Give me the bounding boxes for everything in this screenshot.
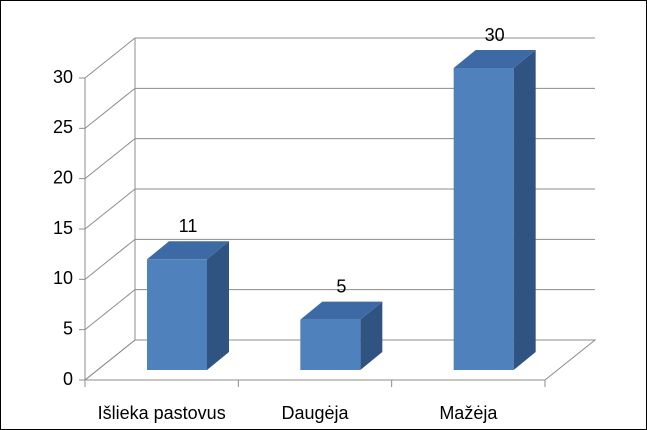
y-tick-label: 15 [53,218,73,238]
grid-line [84,138,136,180]
bar-top [453,50,536,68]
bar-top [300,301,383,320]
bar-side [513,50,536,370]
y-tick-label: 0 [63,369,73,389]
y-tick-label: 25 [53,117,73,137]
grid-line [84,188,136,230]
bar-front [147,259,207,370]
bar [300,301,383,370]
bar-front [453,68,514,370]
value-label: 11 [179,216,198,236]
grid-line [84,238,136,280]
bar-side [207,241,229,370]
bar [453,50,536,370]
bar-side [360,301,383,370]
y-tick-label: 30 [53,67,73,87]
y-tick-label: 10 [53,268,73,288]
bar-top [147,241,229,260]
x-tick-label: Mažėja [439,403,498,423]
x-tick-label: Išlieka pastovus [98,403,226,423]
bar-front [300,319,361,370]
x-tick-label: Daugėja [281,403,349,423]
value-label: 30 [485,25,505,45]
y-tick-label: 5 [63,318,73,338]
bar [147,241,229,370]
grid-line [84,37,136,79]
value-label: 5 [336,276,346,296]
grid-line [84,289,136,331]
grid-line [84,87,136,129]
y-tick-label: 20 [53,167,73,187]
grid-line [84,339,136,381]
